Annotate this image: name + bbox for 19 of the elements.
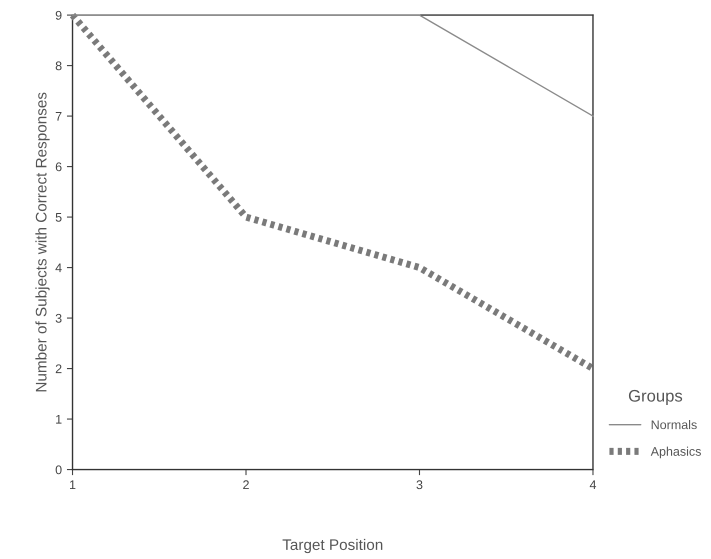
x-tick-label: 1: [70, 480, 76, 490]
y-tick-label: 2: [56, 364, 62, 374]
y-axis-title: Number of Subjects with Correct Responses: [35, 92, 50, 392]
y-tick-label: 0: [56, 465, 62, 474]
x-axis-title: Target Position: [282, 538, 382, 554]
legend-title: Groups: [628, 390, 682, 406]
y-tick-label: 8: [56, 61, 62, 70]
y-tick-label: 4: [55, 264, 62, 272]
y-tick-label: 1: [56, 414, 62, 424]
x-tick-label: 3: [416, 480, 422, 490]
y-tick-label: 6: [56, 162, 62, 172]
y-tick-label: 7: [56, 112, 62, 121]
legend-label: Aphasics: [650, 446, 701, 458]
y-tick-label: 5: [56, 213, 62, 222]
x-tick-label: 2: [243, 480, 249, 490]
y-tick-label: 3: [56, 314, 62, 323]
legend-label: Normals: [652, 420, 697, 430]
y-tick-label: 9: [56, 10, 62, 20]
x-tick-label: 4: [590, 480, 596, 490]
